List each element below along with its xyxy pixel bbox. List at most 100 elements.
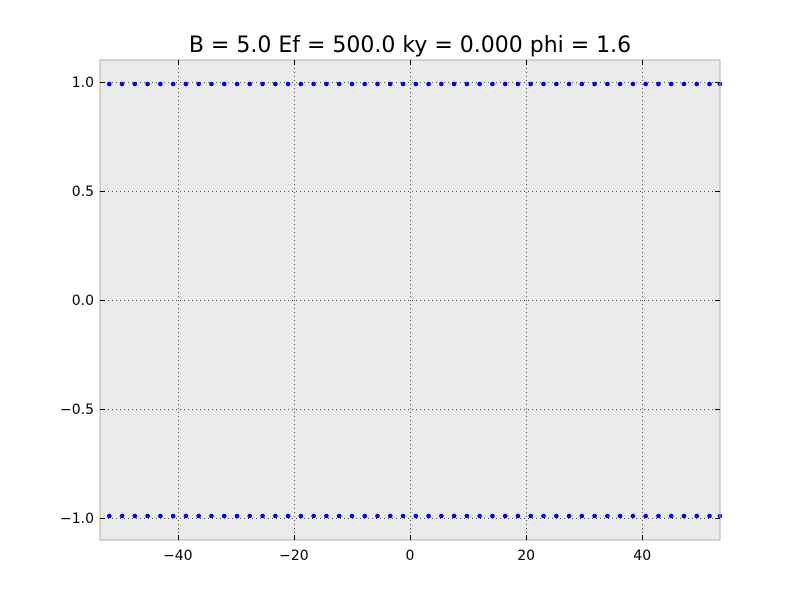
data-point xyxy=(221,81,227,87)
data-point xyxy=(247,81,253,87)
data-point xyxy=(502,81,508,87)
data-point xyxy=(387,81,393,87)
data-point xyxy=(311,81,316,87)
data-point xyxy=(643,513,648,519)
data-point xyxy=(707,81,712,87)
data-point xyxy=(541,513,546,519)
data-point xyxy=(426,81,431,87)
y-tick-label: 1.0 xyxy=(72,75,94,91)
data-point xyxy=(158,513,163,519)
axis-ticks xyxy=(100,60,720,540)
data-point xyxy=(477,81,482,87)
x-tick-label: 20 xyxy=(517,548,535,564)
data-series xyxy=(106,81,723,519)
x-tick-label: −20 xyxy=(279,548,309,564)
data-point xyxy=(605,81,610,87)
data-point xyxy=(630,513,636,519)
data-point xyxy=(643,81,648,87)
data-point xyxy=(324,513,329,519)
y-tick-label: −1.0 xyxy=(60,511,94,527)
data-point xyxy=(656,81,661,87)
chart-title: B = 5.0 Ef = 500.0 ky = 0.000 phi = 1.6 xyxy=(189,33,631,58)
data-point xyxy=(324,81,329,87)
data-point xyxy=(630,81,636,87)
x-tick-label: 40 xyxy=(633,548,651,564)
data-point xyxy=(413,81,419,87)
data-point xyxy=(439,513,444,519)
data-point xyxy=(617,513,623,519)
data-point xyxy=(362,513,368,519)
data-point xyxy=(464,81,470,87)
data-point xyxy=(119,513,125,519)
data-point xyxy=(451,513,457,519)
data-point xyxy=(605,513,610,519)
data-point xyxy=(209,513,214,519)
data-point xyxy=(694,513,700,519)
data-point xyxy=(439,81,444,87)
data-point xyxy=(106,81,112,87)
data-point xyxy=(132,513,138,519)
data-point xyxy=(387,513,393,519)
data-point xyxy=(707,513,712,519)
data-point xyxy=(273,81,278,87)
data-point xyxy=(196,81,201,87)
data-point xyxy=(362,81,368,87)
data-point xyxy=(311,513,316,519)
data-point xyxy=(183,513,189,519)
data-point xyxy=(285,513,291,519)
data-point xyxy=(349,513,355,519)
data-point xyxy=(490,513,495,519)
data-point xyxy=(132,81,138,87)
data-point xyxy=(566,81,572,87)
x-tick-label: 0 xyxy=(406,548,415,564)
data-point xyxy=(170,81,176,87)
data-point xyxy=(502,513,508,519)
data-point xyxy=(464,513,470,519)
data-point xyxy=(285,81,291,87)
data-point xyxy=(681,513,687,519)
x-axis-tick-labels: −40 −20 0 20 40 xyxy=(163,548,651,564)
data-point xyxy=(592,81,597,87)
y-tick-label: 0.5 xyxy=(72,184,94,200)
data-point xyxy=(451,81,457,87)
data-point xyxy=(477,513,482,519)
data-point xyxy=(566,513,572,519)
data-point xyxy=(490,81,495,87)
data-point xyxy=(515,513,521,519)
y-axis-tick-labels: 1.0 0.5 0.0 −0.5 −1.0 xyxy=(60,75,94,527)
x-tick-label: −40 xyxy=(163,548,193,564)
data-point xyxy=(528,513,534,519)
data-point xyxy=(183,81,189,87)
data-point xyxy=(209,81,214,87)
data-point xyxy=(579,81,585,87)
data-point xyxy=(106,513,112,519)
grid-lines xyxy=(100,60,720,540)
data-point xyxy=(553,81,559,87)
data-point xyxy=(694,81,700,87)
y-tick-label: 0.0 xyxy=(72,293,94,309)
data-point xyxy=(656,513,661,519)
data-point xyxy=(541,81,546,87)
y-tick-label: −0.5 xyxy=(60,402,94,418)
data-point xyxy=(119,81,125,87)
data-point xyxy=(273,513,278,519)
data-point xyxy=(158,81,163,87)
data-point xyxy=(349,81,355,87)
data-point xyxy=(234,81,240,87)
data-point xyxy=(234,513,240,519)
data-point xyxy=(681,81,687,87)
data-point xyxy=(145,513,150,519)
data-point xyxy=(617,81,623,87)
data-point xyxy=(375,513,380,519)
data-point xyxy=(260,81,265,87)
data-point xyxy=(260,513,265,519)
data-point xyxy=(247,513,253,519)
data-point xyxy=(579,513,585,519)
data-point xyxy=(298,81,304,87)
data-point xyxy=(515,81,521,87)
data-point xyxy=(298,513,304,519)
data-point xyxy=(400,81,406,87)
data-point xyxy=(336,81,342,87)
data-point xyxy=(170,513,176,519)
